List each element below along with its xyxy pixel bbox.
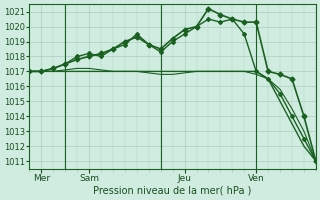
X-axis label: Pression niveau de la mer( hPa ): Pression niveau de la mer( hPa ) bbox=[93, 186, 252, 196]
